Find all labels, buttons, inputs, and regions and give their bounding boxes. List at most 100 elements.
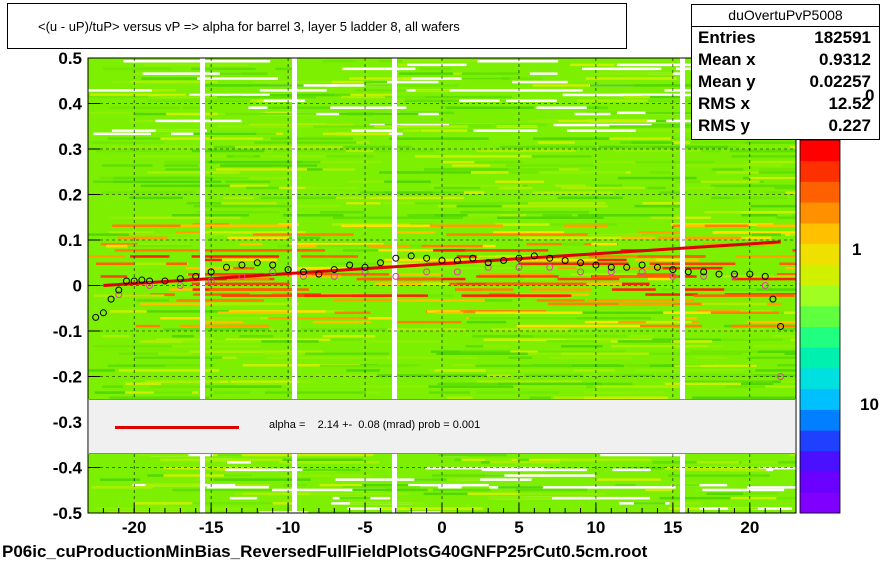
stats-label: Mean y bbox=[698, 72, 756, 91]
stats-label: Mean x bbox=[698, 50, 756, 69]
heatmap-cell bbox=[484, 168, 568, 171]
heatmap-cell bbox=[176, 299, 258, 302]
heatmap-cell bbox=[784, 352, 796, 355]
heatmap-cell bbox=[623, 466, 705, 470]
heatmap-cell bbox=[656, 374, 754, 377]
heatmap-cell bbox=[415, 89, 450, 92]
profile-point bbox=[777, 322, 785, 330]
heatmap-cell bbox=[129, 242, 191, 246]
color-scale-bin bbox=[800, 202, 840, 224]
heatmap-cell bbox=[205, 340, 291, 343]
heatmap-cell bbox=[196, 145, 263, 149]
heatmap-cell bbox=[553, 123, 653, 127]
heatmap-cell bbox=[683, 380, 773, 383]
heatmap-cell bbox=[618, 374, 655, 377]
heatmap-cell bbox=[753, 345, 796, 348]
heatmap-cell bbox=[276, 204, 341, 208]
heatmap-cell bbox=[483, 338, 566, 341]
heatmap-cell bbox=[642, 202, 681, 205]
heatmap-cell bbox=[91, 141, 164, 144]
heatmap-cell bbox=[438, 453, 507, 457]
heatmap-cell bbox=[109, 396, 210, 399]
heatmap-cell bbox=[252, 233, 354, 236]
profile-point bbox=[407, 252, 415, 260]
heatmap-cell bbox=[475, 311, 583, 314]
heatmap-cell bbox=[438, 204, 469, 208]
heatmap-cell bbox=[690, 311, 711, 314]
heatmap-cell bbox=[538, 171, 626, 174]
heatmap-cell bbox=[540, 364, 625, 368]
heatmap-cell bbox=[361, 340, 441, 343]
heatmap-cell bbox=[467, 125, 497, 128]
heatmap-cell bbox=[555, 184, 586, 188]
heatmap-cell bbox=[361, 385, 453, 388]
heatmap-cell bbox=[645, 293, 698, 296]
heatmap-cell bbox=[431, 155, 532, 158]
heatmap-cell bbox=[184, 396, 206, 399]
heatmap-cell bbox=[465, 345, 492, 348]
profile-point bbox=[769, 295, 777, 303]
heatmap-cell bbox=[191, 255, 280, 258]
heatmap-cell bbox=[389, 356, 479, 359]
heatmap-cell bbox=[239, 335, 274, 338]
heatmap-cell bbox=[196, 202, 277, 205]
heatmap-cell bbox=[745, 288, 796, 291]
heatmap-cell bbox=[319, 364, 405, 368]
heatmap-cell bbox=[523, 277, 555, 281]
heatmap-cell bbox=[671, 382, 741, 386]
heatmap-cell bbox=[637, 255, 706, 258]
heatmap-cell bbox=[558, 168, 580, 171]
heatmap-cell bbox=[635, 160, 715, 164]
heatmap-cell bbox=[196, 211, 280, 214]
color-scale-bin bbox=[800, 471, 840, 493]
heatmap-cell bbox=[676, 180, 725, 183]
heatmap-cell bbox=[387, 328, 466, 331]
heatmap-cell bbox=[639, 352, 676, 355]
heatmap-cell bbox=[341, 95, 428, 99]
heatmap-cell bbox=[434, 369, 486, 372]
heatmap-cell bbox=[485, 282, 587, 286]
heatmap-cell bbox=[200, 84, 304, 87]
heatmap-cell bbox=[561, 242, 589, 246]
heatmap-cell bbox=[429, 224, 503, 227]
heatmap-cell bbox=[656, 352, 743, 355]
heatmap-cell bbox=[305, 186, 357, 190]
heatmap-cell bbox=[636, 273, 675, 276]
heatmap-cell bbox=[402, 60, 509, 63]
heatmap-cell bbox=[102, 67, 172, 71]
heatmap-cell bbox=[634, 204, 682, 208]
x-tick-label: -5 bbox=[357, 518, 372, 537]
heatmap-cell bbox=[191, 67, 256, 71]
heatmap-cell bbox=[134, 502, 193, 505]
heatmap-cell bbox=[485, 458, 512, 462]
heatmap-cell bbox=[378, 60, 425, 63]
profile-markers bbox=[92, 240, 785, 380]
profile-point-pink bbox=[607, 268, 615, 276]
heatmap-cell bbox=[779, 262, 796, 265]
heatmap-cell bbox=[741, 214, 778, 217]
y-tick-label: 0 bbox=[73, 277, 82, 296]
heatmap-cell bbox=[499, 186, 533, 190]
heatmap-cell bbox=[587, 233, 642, 236]
heatmap-cell bbox=[682, 224, 705, 227]
heatmap-cell bbox=[335, 478, 433, 481]
heatmap-cell bbox=[278, 186, 316, 190]
heatmap-cell bbox=[242, 492, 311, 496]
heatmap-cell bbox=[572, 258, 627, 262]
profile-point bbox=[346, 261, 354, 269]
heatmap-cell bbox=[210, 258, 278, 262]
heatmap-cell bbox=[476, 149, 577, 153]
heatmap-cell bbox=[224, 277, 270, 281]
x-tick-label: 15 bbox=[663, 518, 682, 537]
color-scale-frame bbox=[799, 139, 841, 514]
heatmap-cell bbox=[615, 483, 636, 487]
heatmap-cell bbox=[466, 320, 507, 324]
heatmap-cell bbox=[759, 168, 796, 171]
heatmap-cell bbox=[342, 67, 416, 71]
profile-point bbox=[130, 277, 138, 285]
profile-point bbox=[284, 266, 292, 274]
heatmap-cell bbox=[592, 385, 680, 388]
profile-point bbox=[161, 277, 169, 285]
heatmap-cell bbox=[159, 507, 259, 510]
heatmap-cell bbox=[681, 288, 725, 291]
